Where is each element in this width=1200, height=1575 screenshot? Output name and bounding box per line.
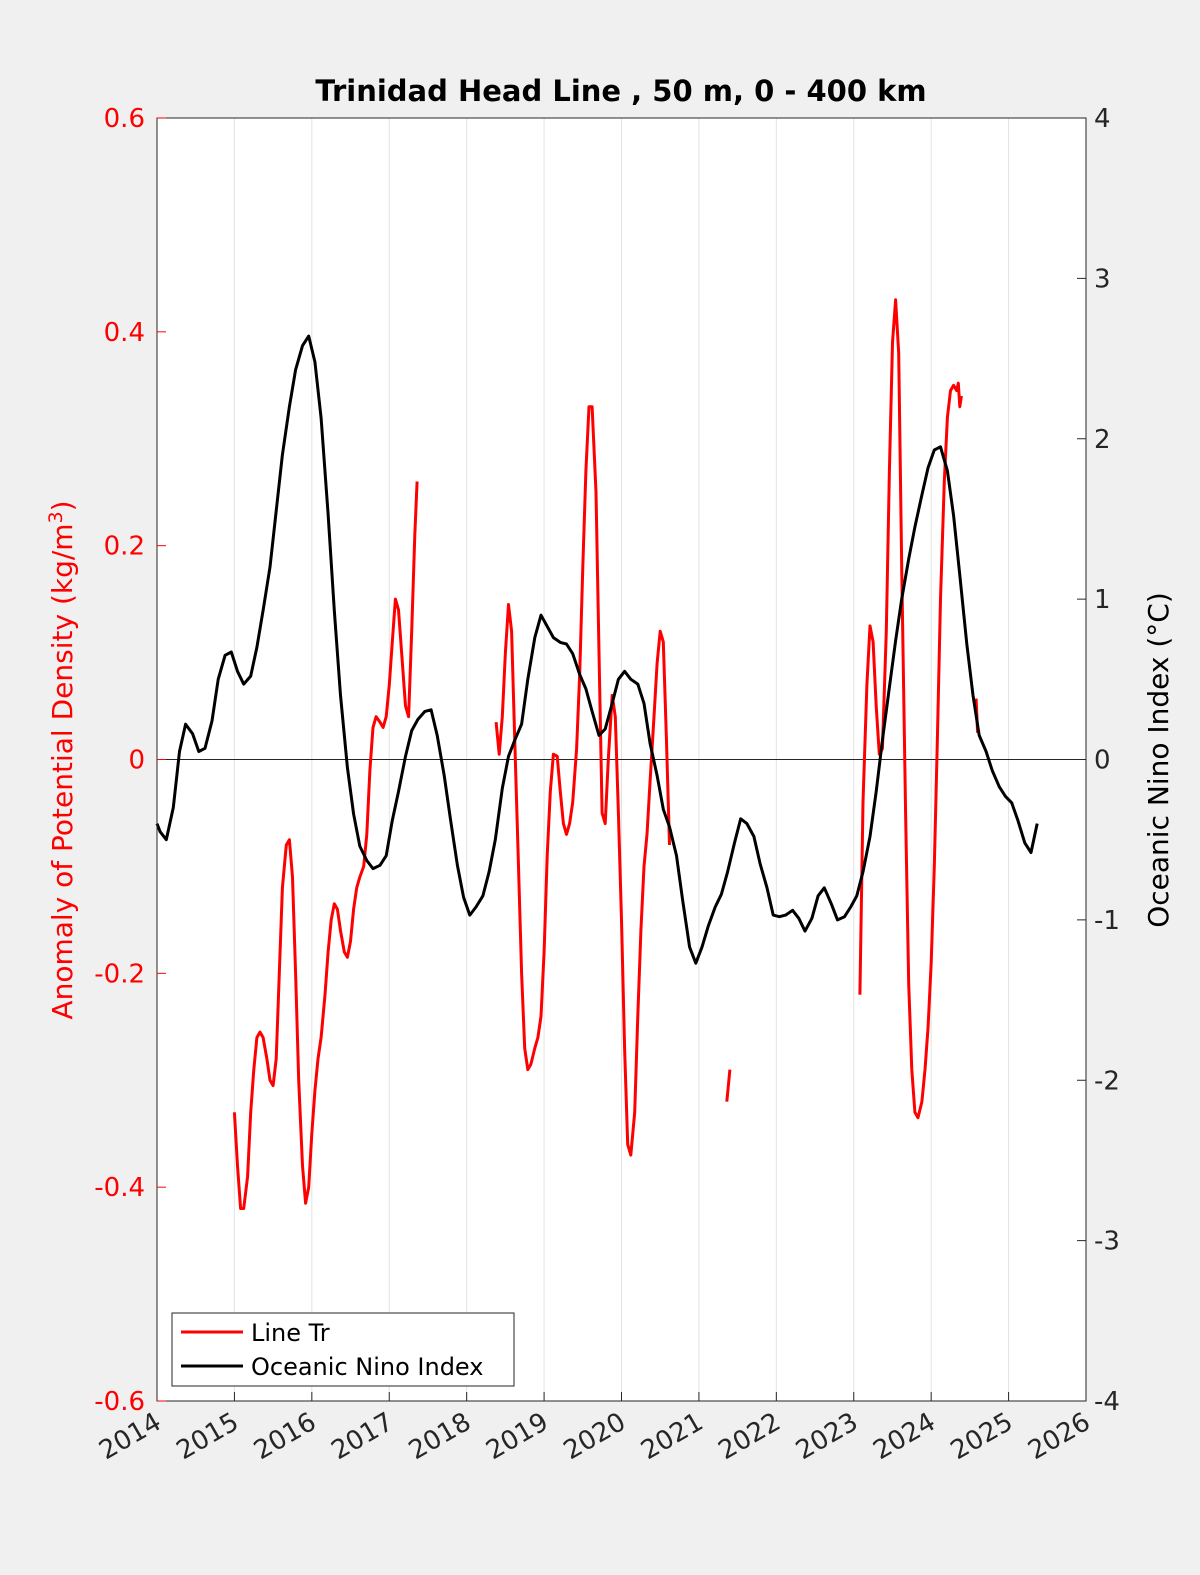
y-left-tick-label: -0.6 <box>94 1387 145 1417</box>
y-left-tick-label: 0.6 <box>104 104 145 134</box>
y-right-tick-label: -3 <box>1094 1227 1120 1257</box>
y-left-tick-label: 0 <box>128 746 145 776</box>
legend-label-oni: Oceanic Nino Index <box>251 1353 483 1381</box>
y-right-axis-ticks: -4 -3 -2 -1 0 1 2 3 4 <box>1077 104 1120 1417</box>
series-line-tr-segment <box>858 298 963 1120</box>
legend: Line Tr Oceanic Nino Index <box>171 1312 515 1387</box>
y-left-tick-label: 0.2 <box>104 532 145 562</box>
chart-title: Trinidad Head Line , 50 m, 0 - 400 km <box>315 74 926 108</box>
y-left-axis-ticks: -0.6 -0.4 -0.2 0 0.2 0.4 0.6 <box>94 104 166 1417</box>
y-left-tick-label: -0.4 <box>94 1173 145 1203</box>
y-left-tick-label: -0.2 <box>94 959 145 989</box>
y-right-tick-label: 2 <box>1094 425 1111 455</box>
y-left-tick-label: 0.4 <box>104 318 145 348</box>
y-left-axis-label-superscript: 3 <box>45 511 67 523</box>
y-right-tick-label: -2 <box>1094 1066 1120 1096</box>
y-right-axis-label: Oceanic Nino Index (°C) <box>1142 592 1175 928</box>
y-right-tick-label: -4 <box>1094 1387 1120 1417</box>
series-line-tr-segment <box>494 405 671 1157</box>
legend-label-line-tr: Line Tr <box>251 1319 330 1347</box>
y-left-axis-label-text: Anomaly of Potential Density (kg/m <box>46 523 79 1019</box>
legend-box <box>171 1312 515 1387</box>
series-oceanic-nino-index <box>155 334 1039 965</box>
y-right-tick-label: 3 <box>1094 264 1111 294</box>
y-right-tick-label: 4 <box>1094 104 1111 134</box>
series-layer <box>155 298 1039 1210</box>
y-right-tick-label: -1 <box>1094 906 1120 936</box>
series-line-tr-segment <box>232 481 419 1210</box>
series-line-tr-segment <box>725 1069 732 1102</box>
y-left-axis-label: Anomaly of Potential Density (kg/m3) <box>45 500 79 1019</box>
y-left-axis-label-close: ) <box>46 500 79 511</box>
y-right-tick-label: 1 <box>1094 585 1111 615</box>
y-right-tick-label: 0 <box>1094 746 1111 776</box>
